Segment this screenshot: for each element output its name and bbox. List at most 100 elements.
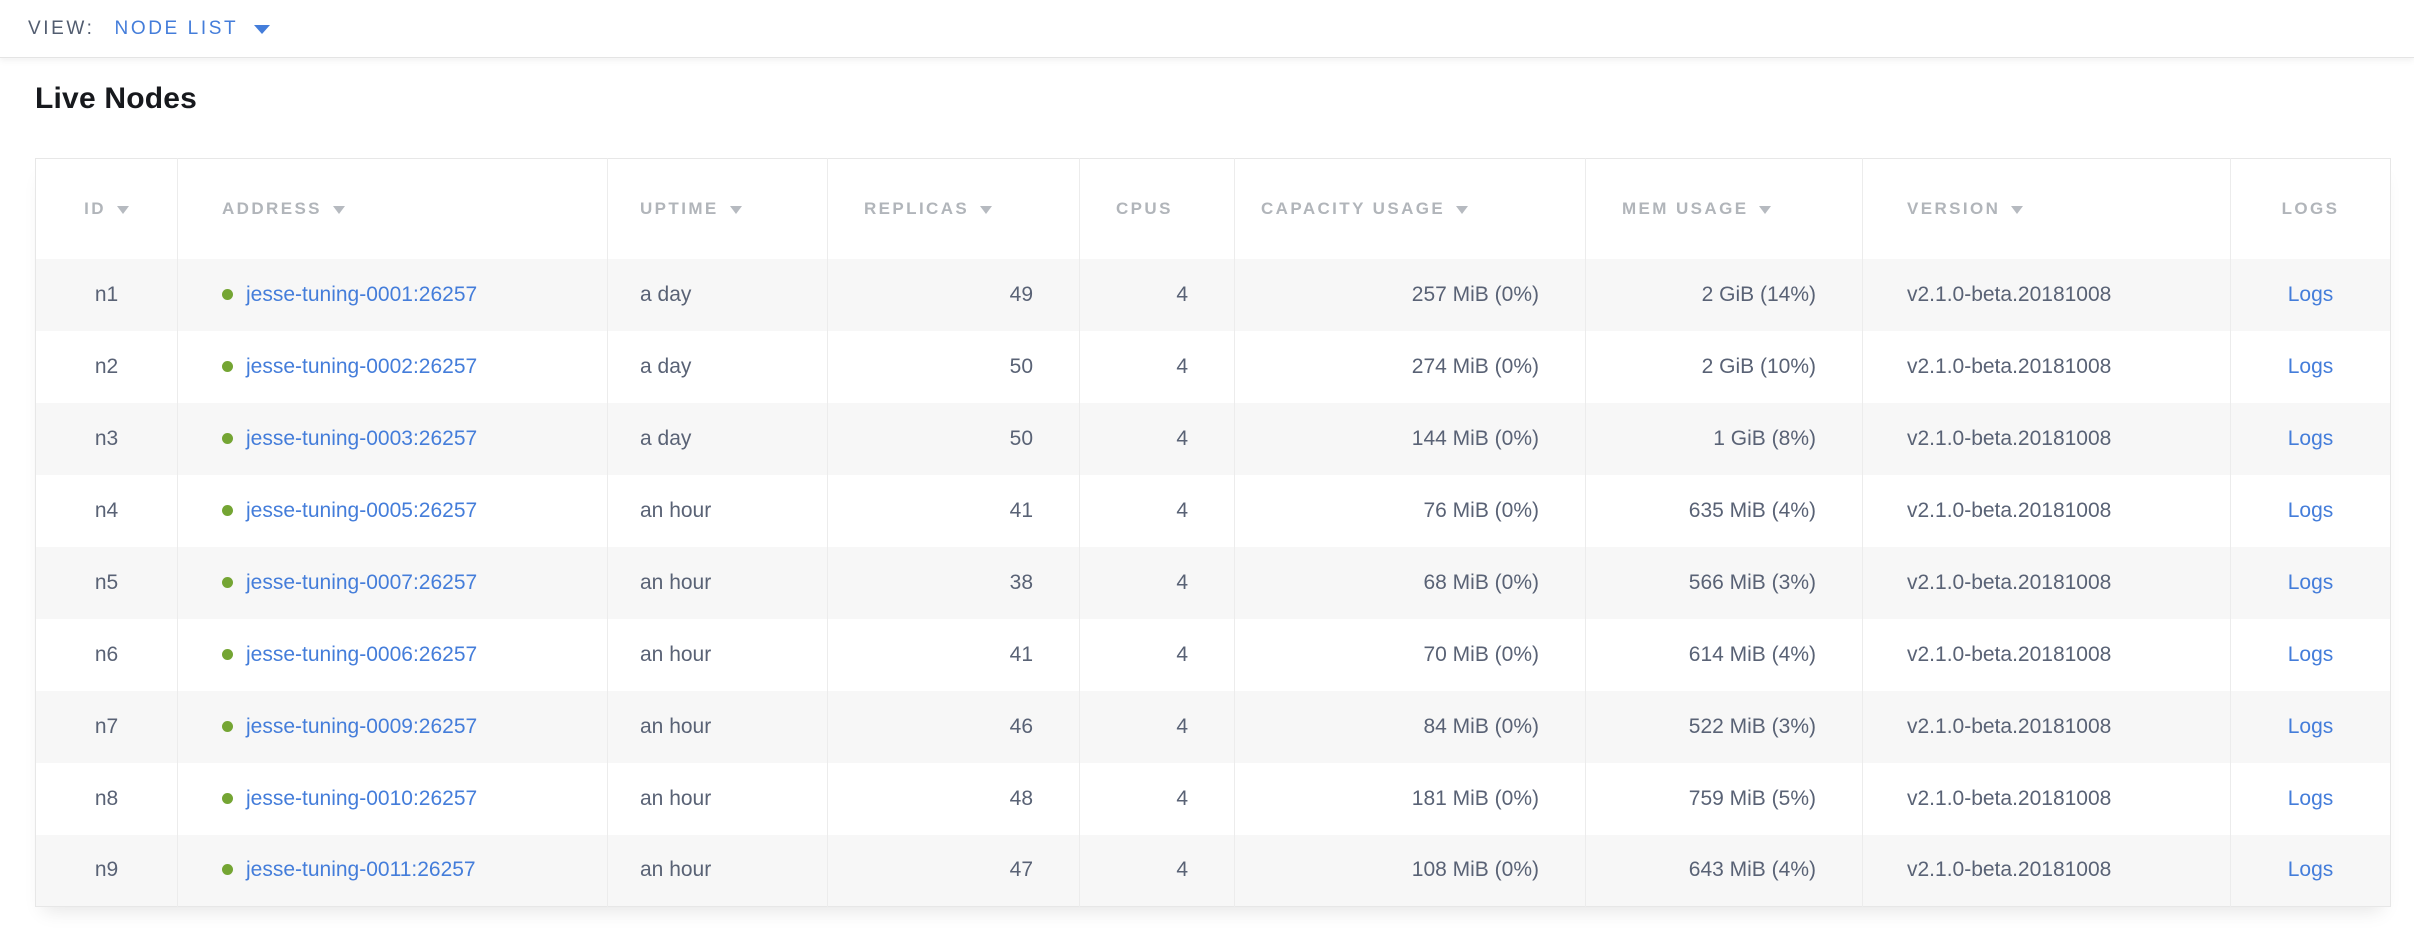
cell-cpus: 4 [1079, 330, 1235, 403]
node-address-link[interactable]: jesse-tuning-0002:26257 [246, 354, 478, 378]
node-address-link[interactable]: jesse-tuning-0003:26257 [246, 426, 478, 450]
view-selector-dropdown[interactable]: NODE LIST [115, 18, 271, 40]
cell-id: n9 [35, 834, 178, 907]
cell-cpus: 4 [1079, 546, 1235, 619]
cell-logs: Logs [2230, 258, 2391, 331]
cell-mem: 759 MiB (5%) [1585, 762, 1863, 835]
column-header-replicas[interactable]: REPLICAS [827, 158, 1080, 259]
table-header: ID ADDRESS UPTIME REPLICAS CPUS CAPACITY USAG… [35, 158, 2391, 259]
column-header-mem[interactable]: MEM USAGE [1585, 158, 1863, 259]
cell-version: v2.1.0-beta.20181008 [1862, 546, 2231, 619]
cell-replicas: 41 [827, 474, 1080, 547]
column-header-id[interactable]: ID [35, 158, 178, 259]
column-header-label: UPTIME [640, 198, 719, 218]
cell-cpus: 4 [1079, 258, 1235, 331]
cell-capacity: 84 MiB (0%) [1234, 690, 1586, 763]
cell-logs: Logs [2230, 330, 2391, 403]
cell-address: jesse-tuning-0009:26257 [177, 690, 608, 763]
cell-id: n8 [35, 762, 178, 835]
cell-logs: Logs [2230, 474, 2391, 547]
cell-logs: Logs [2230, 618, 2391, 691]
cell-mem: 2 GiB (10%) [1585, 330, 1863, 403]
cell-logs: Logs [2230, 690, 2391, 763]
cell-uptime: a day [607, 258, 828, 331]
cell-mem: 635 MiB (4%) [1585, 474, 1863, 547]
cell-capacity: 76 MiB (0%) [1234, 474, 1586, 547]
node-status-healthy-icon [222, 576, 233, 588]
node-row-n1: n1 jesse-tuning-0001:26257 a day 49 4 257 MiB… [35, 258, 2391, 331]
sort-desc-icon [980, 205, 993, 214]
logs-link[interactable]: Logs [2287, 642, 2334, 666]
node-status-healthy-icon [222, 792, 233, 804]
node-row-n3: n3 jesse-tuning-0003:26257 a day 50 4 144 MiB… [35, 402, 2391, 475]
cell-capacity: 70 MiB (0%) [1234, 618, 1586, 691]
cell-cpus: 4 [1079, 690, 1235, 763]
cell-version: v2.1.0-beta.20181008 [1862, 834, 2231, 907]
sort-desc-icon [1759, 205, 1772, 214]
live-nodes-table: ID ADDRESS UPTIME REPLICAS CPUS CAPACITY USAG… [35, 158, 2391, 907]
cell-replicas: 48 [827, 762, 1080, 835]
cell-version: v2.1.0-beta.20181008 [1862, 618, 2231, 691]
logs-link[interactable]: Logs [2287, 354, 2334, 378]
table-body: n1 jesse-tuning-0001:26257 a day 49 4 257 MiB… [35, 258, 2391, 907]
cell-replicas: 38 [827, 546, 1080, 619]
cell-address: jesse-tuning-0007:26257 [177, 546, 608, 619]
node-status-healthy-icon [222, 504, 233, 516]
node-address-link[interactable]: jesse-tuning-0001:26257 [246, 282, 478, 306]
cell-uptime: an hour [607, 546, 828, 619]
cell-id: n4 [35, 474, 178, 547]
node-address-link[interactable]: jesse-tuning-0009:26257 [246, 714, 478, 738]
node-row-n5: n5 jesse-tuning-0007:26257 an hour 38 4 68 Mi… [35, 546, 2391, 619]
logs-link[interactable]: Logs [2287, 714, 2334, 738]
cell-id: n3 [35, 402, 178, 475]
column-header-uptime[interactable]: UPTIME [607, 158, 828, 259]
logs-link[interactable]: Logs [2287, 282, 2334, 306]
column-header-label: ADDRESS [222, 198, 322, 218]
cell-id: n5 [35, 546, 178, 619]
logs-link[interactable]: Logs [2287, 858, 2334, 882]
node-status-healthy-icon [222, 360, 233, 372]
cell-logs: Logs [2230, 762, 2391, 835]
cell-version: v2.1.0-beta.20181008 [1862, 402, 2231, 475]
table-header-row: ID ADDRESS UPTIME REPLICAS CPUS CAPACITY USAG… [35, 158, 2391, 259]
column-header-version[interactable]: VERSION [1862, 158, 2231, 259]
cell-address: jesse-tuning-0006:26257 [177, 618, 608, 691]
node-row-n7: n7 jesse-tuning-0009:26257 an hour 46 4 84 Mi… [35, 690, 2391, 763]
node-address-link[interactable]: jesse-tuning-0005:26257 [246, 498, 478, 522]
node-row-n8: n8 jesse-tuning-0010:26257 an hour 48 4 181 M… [35, 762, 2391, 835]
node-status-healthy-icon [222, 864, 233, 876]
cell-uptime: a day [607, 402, 828, 475]
cell-uptime: an hour [607, 834, 828, 907]
logs-link[interactable]: Logs [2287, 498, 2334, 522]
node-address-link[interactable]: jesse-tuning-0006:26257 [246, 642, 478, 666]
cell-mem: 1 GiB (8%) [1585, 402, 1863, 475]
cell-capacity: 274 MiB (0%) [1234, 330, 1586, 403]
node-address-link[interactable]: jesse-tuning-0007:26257 [246, 570, 478, 594]
cell-capacity: 68 MiB (0%) [1234, 546, 1586, 619]
node-row-n2: n2 jesse-tuning-0002:26257 a day 50 4 274 MiB… [35, 330, 2391, 403]
node-address-link[interactable]: jesse-tuning-0010:26257 [246, 786, 478, 810]
cell-capacity: 108 MiB (0%) [1234, 834, 1586, 907]
cell-mem: 614 MiB (4%) [1585, 618, 1863, 691]
logs-link[interactable]: Logs [2287, 570, 2334, 594]
cell-capacity: 144 MiB (0%) [1234, 402, 1586, 475]
cell-cpus: 4 [1079, 402, 1235, 475]
column-header-address[interactable]: ADDRESS [177, 158, 608, 259]
column-header-cpus: CPUS [1079, 158, 1235, 259]
cell-version: v2.1.0-beta.20181008 [1862, 690, 2231, 763]
cell-uptime: an hour [607, 474, 828, 547]
cell-cpus: 4 [1079, 474, 1235, 547]
cell-version: v2.1.0-beta.20181008 [1862, 762, 2231, 835]
logs-link[interactable]: Logs [2287, 786, 2334, 810]
cell-replicas: 41 [827, 618, 1080, 691]
node-address-link[interactable]: jesse-tuning-0011:26257 [246, 858, 476, 882]
column-header-label: ID [84, 198, 106, 218]
node-row-n9: n9 jesse-tuning-0011:26257 an hour 47 4 108 M… [35, 834, 2391, 907]
cell-address: jesse-tuning-0010:26257 [177, 762, 608, 835]
logs-link[interactable]: Logs [2287, 426, 2334, 450]
cell-cpus: 4 [1079, 618, 1235, 691]
column-header-label: MEM USAGE [1622, 198, 1749, 218]
cell-version: v2.1.0-beta.20181008 [1862, 330, 2231, 403]
cell-address: jesse-tuning-0003:26257 [177, 402, 608, 475]
column-header-capacity[interactable]: CAPACITY USAGE [1234, 158, 1586, 259]
